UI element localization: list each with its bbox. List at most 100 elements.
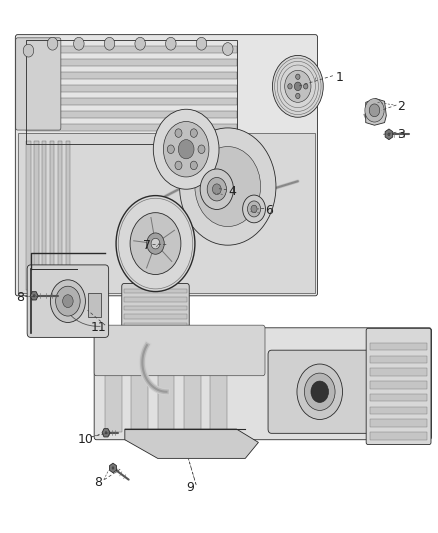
Bar — [26, 98, 237, 105]
FancyBboxPatch shape — [122, 284, 189, 358]
Bar — [50, 141, 54, 290]
Circle shape — [23, 44, 34, 57]
Polygon shape — [30, 292, 38, 300]
Text: 9: 9 — [187, 481, 194, 494]
Circle shape — [166, 37, 176, 50]
Text: 3: 3 — [397, 128, 405, 141]
Circle shape — [365, 99, 384, 122]
Text: 10: 10 — [78, 433, 93, 446]
Bar — [131, 336, 148, 432]
Circle shape — [180, 128, 276, 245]
Circle shape — [247, 201, 261, 217]
Circle shape — [388, 133, 390, 136]
FancyBboxPatch shape — [15, 35, 318, 296]
Bar — [210, 336, 227, 432]
Bar — [370, 343, 427, 350]
FancyBboxPatch shape — [94, 328, 431, 440]
Circle shape — [135, 37, 145, 50]
Circle shape — [296, 74, 300, 79]
Circle shape — [50, 280, 85, 322]
Circle shape — [294, 82, 301, 91]
Circle shape — [74, 37, 84, 50]
Circle shape — [288, 84, 292, 89]
Bar — [370, 368, 427, 376]
Circle shape — [212, 184, 221, 195]
Circle shape — [47, 37, 58, 50]
Circle shape — [153, 109, 219, 189]
Bar — [124, 340, 187, 344]
Circle shape — [272, 55, 323, 117]
Bar — [26, 141, 31, 290]
Circle shape — [56, 286, 80, 316]
Circle shape — [104, 37, 115, 50]
Bar — [26, 85, 237, 92]
Bar — [124, 323, 187, 327]
Circle shape — [190, 129, 197, 138]
Circle shape — [105, 432, 107, 434]
FancyBboxPatch shape — [94, 325, 265, 376]
Polygon shape — [366, 99, 386, 125]
Bar — [26, 137, 237, 144]
Circle shape — [163, 122, 209, 177]
Text: 2: 2 — [397, 100, 405, 113]
Circle shape — [33, 295, 35, 297]
Circle shape — [190, 161, 197, 169]
Circle shape — [147, 233, 164, 254]
Text: 1: 1 — [336, 71, 343, 84]
Circle shape — [207, 177, 226, 201]
Circle shape — [251, 205, 257, 213]
Bar — [158, 336, 174, 432]
Bar — [105, 336, 122, 432]
Bar — [18, 133, 315, 293]
Polygon shape — [110, 463, 117, 473]
Text: 6: 6 — [265, 204, 273, 217]
Circle shape — [243, 195, 265, 223]
FancyBboxPatch shape — [268, 350, 371, 433]
Circle shape — [304, 373, 335, 410]
Circle shape — [285, 70, 311, 102]
Text: 7: 7 — [143, 239, 151, 252]
Circle shape — [116, 196, 195, 292]
Bar — [58, 141, 62, 290]
Bar — [26, 40, 237, 144]
Circle shape — [223, 43, 233, 55]
Circle shape — [175, 129, 182, 138]
Bar — [124, 332, 187, 336]
Bar — [184, 336, 201, 432]
FancyBboxPatch shape — [366, 328, 431, 445]
Circle shape — [63, 295, 73, 308]
Text: 8: 8 — [16, 291, 24, 304]
Bar — [26, 111, 237, 118]
Circle shape — [130, 213, 181, 274]
Circle shape — [304, 84, 308, 89]
Bar — [124, 314, 187, 319]
Text: 4: 4 — [228, 185, 236, 198]
Polygon shape — [125, 429, 258, 458]
Bar — [370, 356, 427, 363]
Bar — [26, 72, 237, 79]
Circle shape — [196, 37, 207, 50]
Circle shape — [175, 161, 182, 169]
Circle shape — [151, 238, 160, 249]
Bar — [124, 306, 187, 310]
Circle shape — [112, 467, 114, 469]
Bar — [42, 141, 46, 290]
Circle shape — [312, 382, 328, 401]
Bar — [88, 293, 101, 317]
Circle shape — [167, 145, 174, 154]
Polygon shape — [385, 129, 393, 140]
Bar — [370, 432, 427, 440]
Bar — [124, 349, 187, 353]
Bar — [370, 407, 427, 414]
Bar — [34, 141, 39, 290]
Circle shape — [200, 169, 233, 209]
Bar — [26, 124, 237, 131]
FancyBboxPatch shape — [27, 265, 109, 337]
Bar — [370, 419, 427, 427]
Text: 11: 11 — [91, 321, 106, 334]
Circle shape — [195, 147, 261, 227]
Bar — [124, 289, 187, 293]
Circle shape — [178, 140, 194, 159]
Circle shape — [311, 381, 328, 402]
Bar — [124, 297, 187, 302]
